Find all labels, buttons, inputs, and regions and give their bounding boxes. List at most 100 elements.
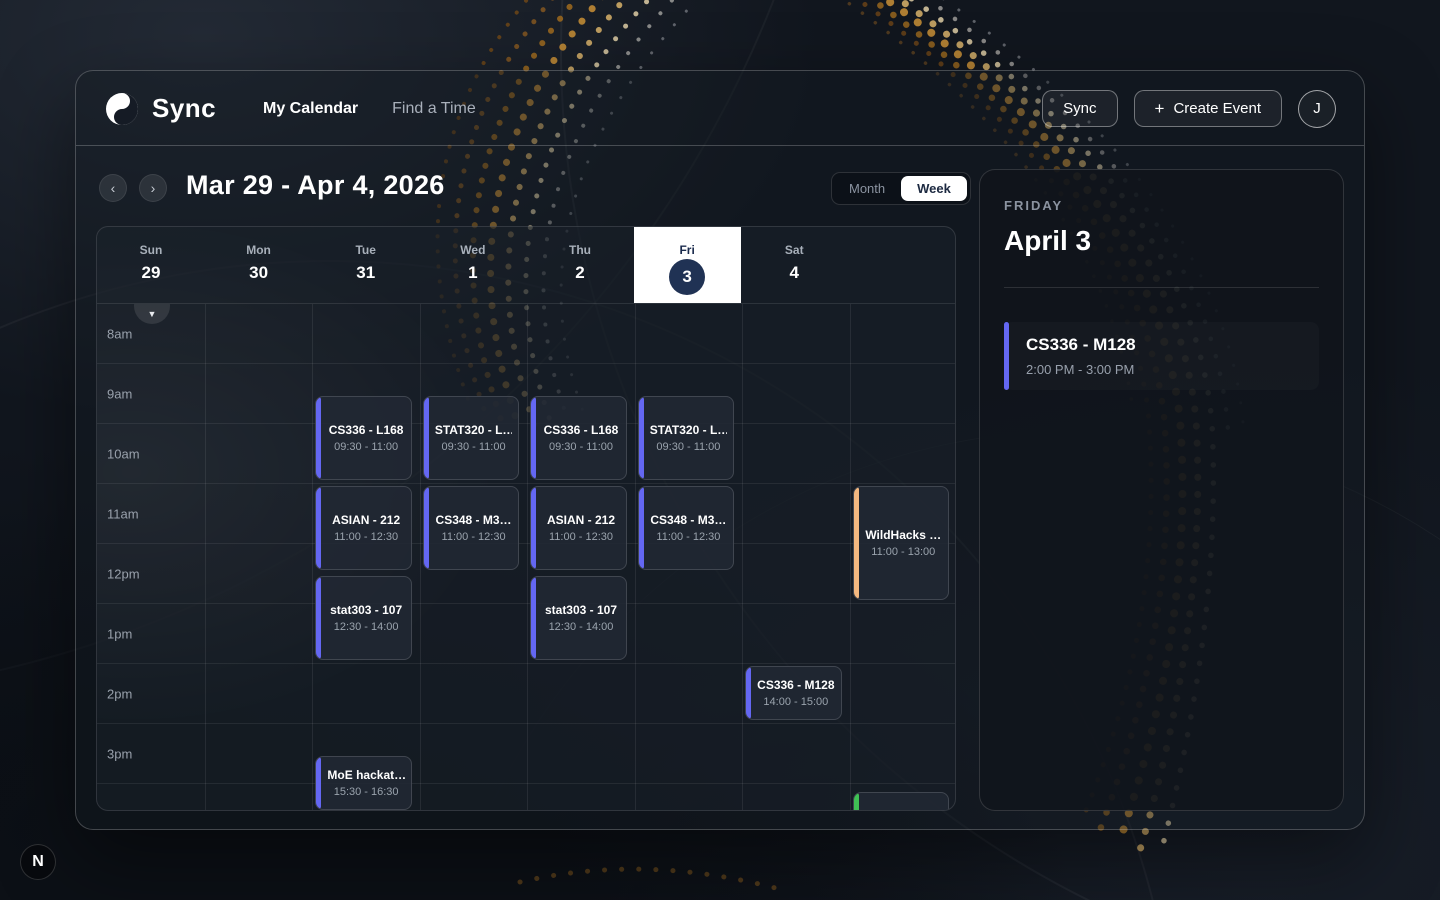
calendar-event[interactable]: STAT320 - L… 09:30 - 11:00 bbox=[637, 396, 735, 480]
time-label: 8am bbox=[107, 326, 133, 342]
panel-event-card[interactable]: CS336 - M128 2:00 PM - 3:00 PM bbox=[1004, 322, 1319, 390]
calendar-grid: Sun 29 Mon 30 Tue 31 Wed 1 Thu 2 Fri 3 Sat 4 ▼ 8am 9am… bbox=[96, 226, 956, 811]
create-event-button[interactable]: + Create Event bbox=[1133, 90, 1282, 127]
event-accent-bar bbox=[638, 487, 644, 569]
grid-vline bbox=[527, 304, 529, 810]
calendar-event[interactable]: stat303 - 107 12:30 - 14:00 bbox=[315, 576, 412, 660]
week-view-button[interactable]: Week bbox=[901, 176, 967, 201]
calendar-event[interactable]: CS348 - M3… 11:00 - 12:30 bbox=[637, 486, 735, 570]
panel-date: April 3 bbox=[1004, 225, 1092, 256]
month-view-button[interactable]: Month bbox=[849, 181, 886, 196]
time-label: 11am bbox=[107, 506, 139, 522]
event-time: 11:00 - 12:30 bbox=[334, 531, 399, 543]
grid-vline bbox=[205, 304, 206, 810]
day-header-mon[interactable]: Mon 30 bbox=[205, 227, 312, 303]
day-date: 30 bbox=[249, 263, 269, 282]
event-time: 11:00 - 12:30 bbox=[548, 531, 613, 543]
event-title: ASIAN - 212 bbox=[332, 513, 401, 527]
calendar-event[interactable]: ASIAN - 212 11:00 - 12:30 bbox=[315, 486, 412, 570]
calendar-event[interactable] bbox=[852, 792, 949, 810]
plus-icon: + bbox=[1154, 99, 1165, 118]
primary-nav: My Calendar Find a Time bbox=[263, 71, 476, 146]
calendar-event[interactable]: CS348 - M3… 11:00 - 12:30 bbox=[422, 486, 520, 570]
calendar-event[interactable]: ASIAN - 212 11:00 - 12:30 bbox=[530, 486, 627, 570]
time-label: 2pm bbox=[107, 686, 133, 702]
event-accent-bar bbox=[423, 487, 429, 569]
event-time: 09:30 - 11:00 bbox=[656, 441, 721, 453]
day-name: Sat bbox=[784, 243, 804, 257]
day-date: 31 bbox=[356, 263, 376, 282]
event-time: 11:00 - 13:00 bbox=[871, 546, 936, 558]
panel-event-list: CS336 - M128 2:00 PM - 3:00 PM bbox=[1004, 322, 1319, 390]
user-avatar[interactable]: J bbox=[1298, 89, 1336, 128]
event-title: CS336 - L168 bbox=[543, 423, 619, 437]
day-header-wed[interactable]: Wed 1 bbox=[419, 227, 526, 303]
calendar-event[interactable]: STAT320 - L… 09:30 - 11:00 bbox=[422, 396, 520, 480]
event-accent-bar bbox=[853, 487, 859, 599]
scroll-up-caret[interactable]: ▼ bbox=[134, 304, 170, 324]
day-name: Sun bbox=[139, 243, 163, 257]
grid-vline bbox=[634, 304, 636, 810]
event-title: ASIAN - 212 bbox=[546, 513, 615, 527]
day-name: Wed bbox=[460, 243, 486, 257]
n-dev-badge[interactable]: N bbox=[20, 844, 56, 880]
event-accent-bar bbox=[316, 577, 322, 659]
prev-week-button[interactable]: ‹ bbox=[99, 174, 127, 202]
event-title: CS348 - M3… bbox=[435, 513, 512, 527]
selected-day-panel: FRIDAY April 3 CS336 - M128 2:00 PM - 3:0… bbox=[979, 169, 1344, 811]
nav-my-calendar[interactable]: My Calendar bbox=[263, 99, 359, 117]
event-time: 11:00 - 12:30 bbox=[656, 531, 721, 543]
day-header-fri[interactable]: Fri 3 bbox=[633, 227, 741, 303]
calendar-event[interactable]: CS336 - L168 09:30 - 11:00 bbox=[315, 396, 412, 480]
calendar-event[interactable]: stat303 - 107 12:30 - 14:00 bbox=[530, 576, 627, 660]
event-time: 09:30 - 11:00 bbox=[334, 441, 399, 453]
header-actions: Sync + Create Event J bbox=[1042, 71, 1336, 146]
event-time: 12:30 - 14:00 bbox=[333, 621, 399, 633]
day-header-thu[interactable]: Thu 2 bbox=[526, 227, 633, 303]
next-week-button[interactable]: › bbox=[139, 174, 167, 202]
day-name: Mon bbox=[246, 243, 271, 257]
event-title: CS336 - M128 bbox=[757, 678, 835, 692]
event-title: stat303 - 107 bbox=[544, 603, 618, 617]
calendar-event[interactable]: CS336 - L168 09:30 - 11:00 bbox=[530, 396, 627, 480]
sync-button-label: Sync bbox=[1063, 100, 1097, 117]
event-title: CS336 - M128 bbox=[1026, 335, 1136, 354]
nav-find-a-time[interactable]: Find a Time bbox=[392, 99, 476, 117]
time-label: 3pm bbox=[107, 746, 133, 762]
calendar-event[interactable]: WildHacks … 11:00 - 13:00 bbox=[852, 486, 949, 600]
grid-vline bbox=[849, 304, 851, 810]
calendar-event[interactable]: CS336 - M128 14:00 - 15:00 bbox=[745, 666, 842, 720]
event-accent-bar bbox=[316, 487, 322, 569]
brand-logo[interactable]: Sync bbox=[104, 71, 216, 146]
calendar-grid-body: ▼ 8am 9am 10am 11am 12pm 1pm 2pm 3pm CS336 - L16… bbox=[97, 304, 955, 810]
day-name: Fri bbox=[679, 243, 695, 257]
time-label: 12pm bbox=[107, 566, 140, 582]
event-time: 11:00 - 12:30 bbox=[441, 531, 506, 543]
event-time: 09:30 - 11:00 bbox=[548, 441, 613, 453]
calendar-event[interactable]: MoE hackat… 15:30 - 16:30 bbox=[315, 756, 412, 810]
sync-button[interactable]: Sync bbox=[1042, 90, 1118, 127]
app-window: Sync My Calendar Find a Time Sync + Crea… bbox=[75, 70, 1365, 830]
event-accent-bar bbox=[638, 397, 644, 479]
event-title: STAT320 - L… bbox=[434, 423, 513, 437]
event-title: STAT320 - L… bbox=[649, 423, 728, 437]
day-header-tue[interactable]: Tue 31 bbox=[312, 227, 419, 303]
day-date: 29 bbox=[141, 263, 161, 282]
day-date: 2 bbox=[575, 263, 585, 282]
event-time: 12:30 - 14:00 bbox=[548, 621, 614, 633]
panel-divider bbox=[1004, 287, 1319, 288]
day-header-sat[interactable]: Sat 4 bbox=[741, 227, 848, 303]
grid-vline bbox=[312, 304, 314, 810]
event-accent-bar bbox=[746, 667, 752, 719]
panel-weekday: FRIDAY bbox=[1004, 198, 1064, 213]
event-accent-bar bbox=[531, 487, 537, 569]
day-header-sun[interactable]: Sun 29 bbox=[97, 227, 205, 303]
date-range-title: Mar 29 - Apr 4, 2026 bbox=[186, 170, 445, 200]
day-name: Thu bbox=[568, 243, 591, 257]
event-time: 2:00 PM - 3:00 PM bbox=[1026, 362, 1135, 377]
create-event-label: Create Event bbox=[1173, 100, 1261, 117]
event-title: CS348 - M3… bbox=[650, 513, 727, 527]
event-time: 14:00 - 15:00 bbox=[763, 696, 829, 708]
brand-name: Sync bbox=[152, 93, 217, 123]
